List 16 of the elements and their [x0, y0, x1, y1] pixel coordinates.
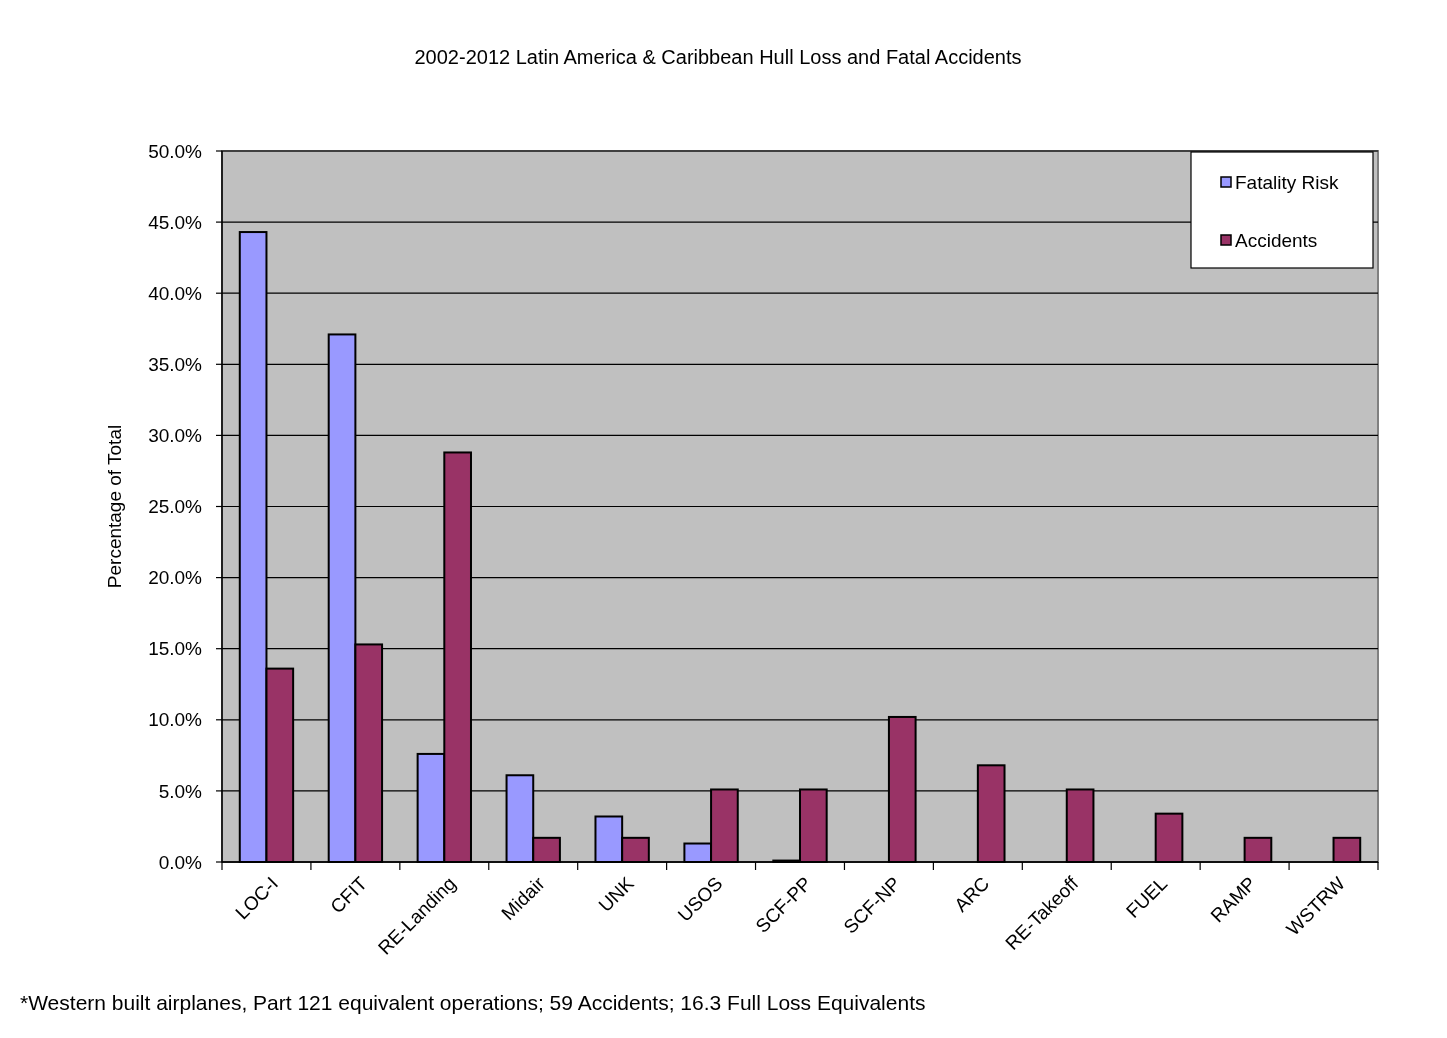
chart-title: 2002-2012 Latin America & Caribbean Hull Loss and Fatal Accidents [414, 46, 1022, 68]
y-tick-label: 10.0% [148, 709, 203, 731]
y-tick-label: 15.0% [148, 638, 203, 660]
y-tick-label: 35.0% [148, 353, 203, 375]
y-axis-title: Percentage of Total [104, 424, 125, 589]
y-tick-label: 30.0% [148, 425, 203, 447]
y-tick-label: 40.0% [148, 282, 203, 304]
text: *Western built airplanes, Part 121 equivalent operations; 59 Accidents; 16.3 Full Loss Equivalents [20, 991, 926, 1014]
y-tick-label: 45.0% [148, 211, 203, 233]
y-tick-label: 50.0% [148, 140, 203, 162]
y-tick-label: 20.0% [148, 567, 203, 589]
legend-label: Accidents [1235, 229, 1318, 251]
legend-label: Fatality Risk [1235, 171, 1339, 193]
y-tick-label: 5.0% [158, 780, 203, 802]
y-tick-label: 0.0% [158, 851, 203, 873]
y-tick-label: 25.0% [148, 496, 203, 518]
